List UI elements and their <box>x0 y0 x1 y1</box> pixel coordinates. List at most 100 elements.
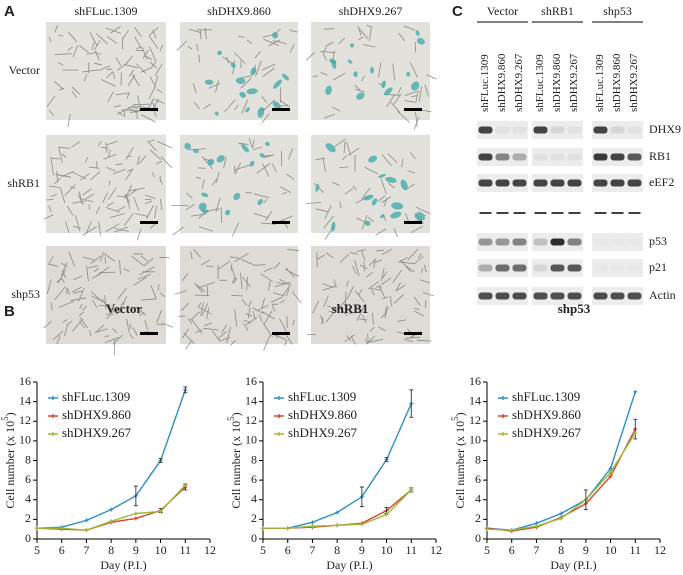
y-tick-label: 14 <box>469 393 481 407</box>
x-tick-label: 5 <box>484 543 490 557</box>
stained-cell <box>415 30 420 36</box>
scale-bar <box>404 332 422 335</box>
y-tick-label: 12 <box>469 413 481 427</box>
blot-band <box>495 179 510 187</box>
row-header: shp53 <box>11 287 40 301</box>
legend-label: shDHX9.860 <box>288 407 357 422</box>
x-tick-label: 11 <box>630 543 642 557</box>
stained-cell <box>391 202 404 210</box>
x-tick-label: 8 <box>334 543 340 557</box>
stained-cell <box>198 202 207 211</box>
lane-label: shDHX9.267 <box>568 53 580 112</box>
stained-cell <box>233 192 241 201</box>
lane-label: shDHX9.267 <box>628 53 640 112</box>
stained-cell <box>193 148 199 154</box>
point-marker <box>285 526 290 531</box>
x-tick-label: 5 <box>34 543 40 557</box>
blot-band <box>593 126 608 134</box>
stained-cell <box>371 198 378 206</box>
stained-cell <box>217 50 222 56</box>
y-tick-label: 16 <box>469 374 481 388</box>
blot-band <box>550 264 565 272</box>
x-tick-label: 6 <box>59 543 65 557</box>
blot-band <box>628 239 642 246</box>
point-marker <box>133 511 138 516</box>
point-marker <box>335 523 340 528</box>
blot-strip <box>592 233 643 251</box>
stained-cell <box>385 176 397 183</box>
stained-cell <box>239 91 246 98</box>
y-tick-label: 0 <box>251 531 257 545</box>
cell-outlines <box>306 248 434 345</box>
point-marker <box>608 466 613 471</box>
blot-band <box>495 126 510 134</box>
blot-band <box>567 292 582 300</box>
error-bar <box>158 458 163 463</box>
stained-cell <box>259 153 265 158</box>
panel-label: A <box>4 3 15 20</box>
blot-band <box>628 265 642 272</box>
blot-band <box>611 265 625 272</box>
protein-label: p53 <box>649 234 667 248</box>
stained-cell <box>272 101 281 110</box>
scale-bar <box>272 332 290 335</box>
point-marker <box>158 509 163 514</box>
stained-cell <box>265 141 270 147</box>
blot-band <box>594 239 608 246</box>
scale-bar <box>272 108 290 111</box>
stained-cell <box>378 173 386 178</box>
blot-band <box>512 179 527 187</box>
blot-band <box>478 179 493 187</box>
x-tick-label: 7 <box>309 543 315 557</box>
blot-band <box>550 179 565 187</box>
y-axis-label-part: Cell number (x 10 <box>229 421 243 509</box>
blot-band <box>512 153 527 161</box>
cell-outlines <box>174 249 302 351</box>
stained-cell <box>184 142 192 150</box>
y-tick-label: 16 <box>245 374 257 388</box>
error-bar <box>183 386 188 394</box>
stained-cell <box>272 32 279 39</box>
stained-cell <box>325 143 336 153</box>
y-tick-label: 6 <box>475 472 481 486</box>
micrograph <box>46 135 166 233</box>
stained-cell <box>356 92 365 100</box>
point-marker <box>109 507 114 512</box>
blot-band <box>533 126 548 134</box>
stained-cell <box>281 73 290 81</box>
panel-label: C <box>452 3 463 20</box>
lane-label: shDHX9.267 <box>513 53 525 112</box>
stained-cell <box>230 62 236 68</box>
stained-cell <box>257 198 263 206</box>
micrograph <box>311 246 430 344</box>
point-marker <box>608 474 613 479</box>
group-header: shp53 <box>603 4 632 18</box>
scale-bar <box>140 221 158 224</box>
y-axis-label-part: ) <box>229 412 243 416</box>
blot-band <box>495 238 510 246</box>
stained-cell <box>350 43 354 48</box>
blot-band <box>627 153 642 161</box>
point-marker <box>84 518 89 523</box>
lane-label: shFLuc.1309 <box>534 54 546 112</box>
blot-band <box>550 238 565 246</box>
legend-label: shFLuc.1309 <box>512 389 580 404</box>
x-tick-label: 7 <box>533 543 539 557</box>
error-bar <box>583 489 588 511</box>
blot-band <box>550 126 565 134</box>
y-tick-label: 10 <box>19 433 31 447</box>
x-tick-label: 6 <box>285 543 291 557</box>
x-tick-label: 12 <box>654 543 666 557</box>
point-marker <box>133 516 138 521</box>
point-marker <box>109 519 114 524</box>
blot-band <box>478 292 493 300</box>
y-tick-label: 8 <box>475 452 481 466</box>
y-tick-label: 12 <box>19 413 31 427</box>
y-axis-label-part: Cell number (x 10 <box>453 421 467 509</box>
cell-outlines <box>171 138 295 237</box>
column-header: shDHX9.860 <box>207 4 271 18</box>
y-tick-label: 2 <box>475 511 481 525</box>
error-bar <box>133 485 138 507</box>
x-tick-label: 7 <box>83 543 89 557</box>
lane-label: shDHX9.860 <box>496 53 508 112</box>
